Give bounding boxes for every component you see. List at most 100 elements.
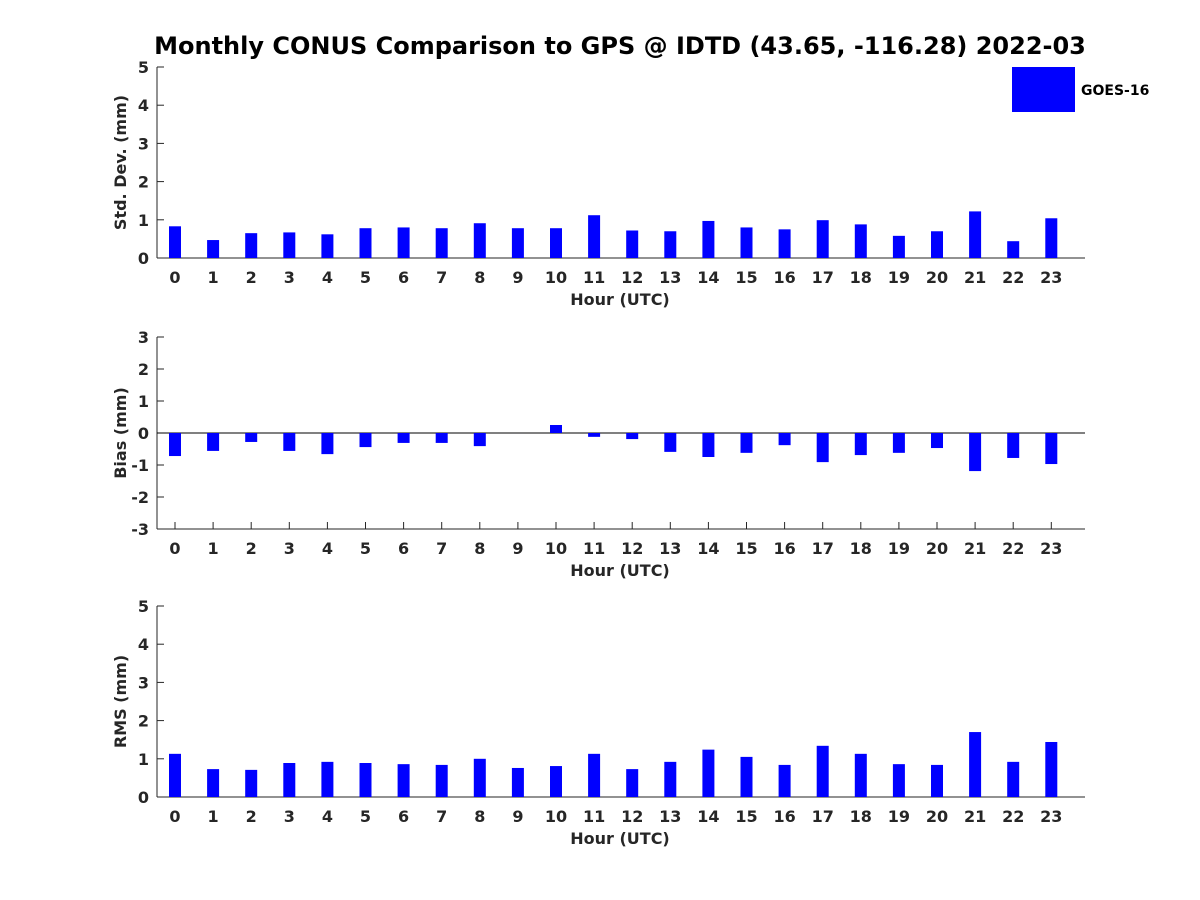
y-tick-label: 5 (138, 58, 149, 77)
bar-bias-hour-22 (1007, 433, 1020, 458)
y-tick-label: 0 (138, 424, 149, 443)
y-tick-label: 3 (138, 673, 149, 692)
x-tick-label: 20 (926, 539, 948, 558)
y-tick-label: -2 (131, 488, 149, 507)
y-tick-label: -3 (131, 520, 149, 539)
x-tick-label: 10 (545, 807, 567, 826)
bar-std-dev-hour-23 (1045, 218, 1058, 258)
x-tick-label: 20 (926, 807, 948, 826)
y-tick-label: -1 (131, 456, 149, 475)
x-tick-label: 16 (773, 268, 795, 287)
x-tick-label: 7 (436, 807, 447, 826)
x-tick-label: 12 (621, 268, 643, 287)
bar-rms-hour-11 (588, 753, 601, 797)
x-tick-label: 0 (169, 539, 180, 558)
x-tick-label: 17 (812, 268, 834, 287)
bar-rms-hour-16 (778, 764, 791, 797)
y-axis-label: RMS (mm) (111, 655, 130, 748)
bar-rms-hour-7 (435, 764, 448, 797)
bar-std-dev-hour-14 (702, 220, 715, 258)
y-tick-label: 1 (138, 750, 149, 769)
x-tick-label: 2 (246, 539, 257, 558)
bar-rms-hour-2 (245, 769, 258, 797)
bar-std-dev-hour-16 (778, 229, 791, 258)
bar-bias-hour-14 (702, 433, 715, 457)
x-tick-label: 15 (735, 807, 757, 826)
bar-rms-hour-19 (892, 764, 905, 797)
bar-rms-hour-1 (207, 769, 220, 797)
bar-std-dev-hour-8 (473, 223, 486, 258)
bar-rms-hour-6 (397, 764, 410, 797)
x-tick-label: 21 (964, 268, 986, 287)
x-tick-label: 3 (284, 268, 295, 287)
x-tick-label: 1 (208, 539, 219, 558)
y-tick-label: 1 (138, 392, 149, 411)
bar-bias-hour-5 (359, 433, 372, 448)
bar-std-dev-hour-12 (626, 230, 639, 258)
x-tick-label: 18 (850, 539, 872, 558)
x-tick-label: 17 (812, 807, 834, 826)
bar-std-dev-hour-18 (854, 224, 867, 258)
x-tick-label: 8 (474, 539, 485, 558)
legend: GOES-16 (1012, 67, 1149, 112)
x-tick-label: 13 (659, 268, 681, 287)
bar-rms-hour-4 (321, 761, 334, 797)
y-tick-label: 4 (138, 96, 149, 115)
x-tick-label: 23 (1040, 539, 1062, 558)
x-tick-label: 9 (512, 807, 523, 826)
bar-bias-hour-1 (207, 433, 220, 451)
x-tick-label: 19 (888, 268, 910, 287)
y-tick-label: 0 (138, 249, 149, 268)
bar-std-dev-hour-21 (969, 211, 982, 258)
bar-bias-hour-11 (588, 433, 601, 437)
y-tick-label: 5 (138, 597, 149, 616)
x-tick-label: 7 (436, 539, 447, 558)
x-tick-label: 19 (888, 807, 910, 826)
x-tick-label: 2 (246, 268, 257, 287)
bar-std-dev-hour-17 (816, 220, 829, 258)
x-tick-label: 4 (322, 268, 333, 287)
x-tick-label: 15 (735, 539, 757, 558)
y-axis-label: Std. Dev. (mm) (111, 95, 130, 230)
x-tick-label: 6 (398, 539, 409, 558)
bar-bias-hour-21 (969, 433, 982, 472)
x-tick-label: 7 (436, 268, 447, 287)
bar-std-dev-hour-7 (435, 228, 448, 258)
bar-rms-hour-21 (969, 732, 982, 797)
x-tick-label: 20 (926, 268, 948, 287)
x-tick-label: 4 (322, 807, 333, 826)
bar-rms-hour-9 (511, 767, 524, 797)
bar-bias-hour-15 (740, 433, 753, 453)
bar-bias-hour-4 (321, 433, 334, 455)
x-tick-label: 12 (621, 539, 643, 558)
x-tick-label: 22 (1002, 539, 1024, 558)
x-tick-label: 15 (735, 268, 757, 287)
bar-bias-hour-23 (1045, 433, 1058, 465)
bar-rms-hour-20 (931, 764, 943, 797)
x-tick-label: 16 (773, 807, 795, 826)
bar-std-dev-hour-15 (740, 227, 753, 258)
bar-std-dev-hour-5 (359, 228, 372, 258)
bar-rms-hour-15 (740, 756, 753, 797)
bar-std-dev-hour-13 (664, 231, 677, 258)
x-tick-label: 10 (545, 539, 567, 558)
x-tick-label: 6 (398, 807, 409, 826)
bar-std-dev-hour-22 (1007, 241, 1020, 258)
x-tick-label: 11 (583, 268, 605, 287)
x-tick-label: 16 (773, 539, 795, 558)
bar-std-dev-hour-10 (550, 228, 562, 258)
x-tick-label: 18 (850, 807, 872, 826)
bar-rms-hour-0 (169, 753, 181, 797)
bar-bias-hour-7 (435, 433, 448, 443)
bar-bias-hour-20 (931, 433, 943, 449)
x-tick-label: 4 (322, 539, 333, 558)
bar-rms-hour-5 (359, 763, 372, 797)
x-tick-label: 3 (284, 807, 295, 826)
x-tick-label: 14 (697, 539, 719, 558)
bar-bias-hour-8 (473, 433, 486, 447)
x-tick-label: 10 (545, 268, 567, 287)
bar-rms-hour-10 (550, 766, 562, 797)
